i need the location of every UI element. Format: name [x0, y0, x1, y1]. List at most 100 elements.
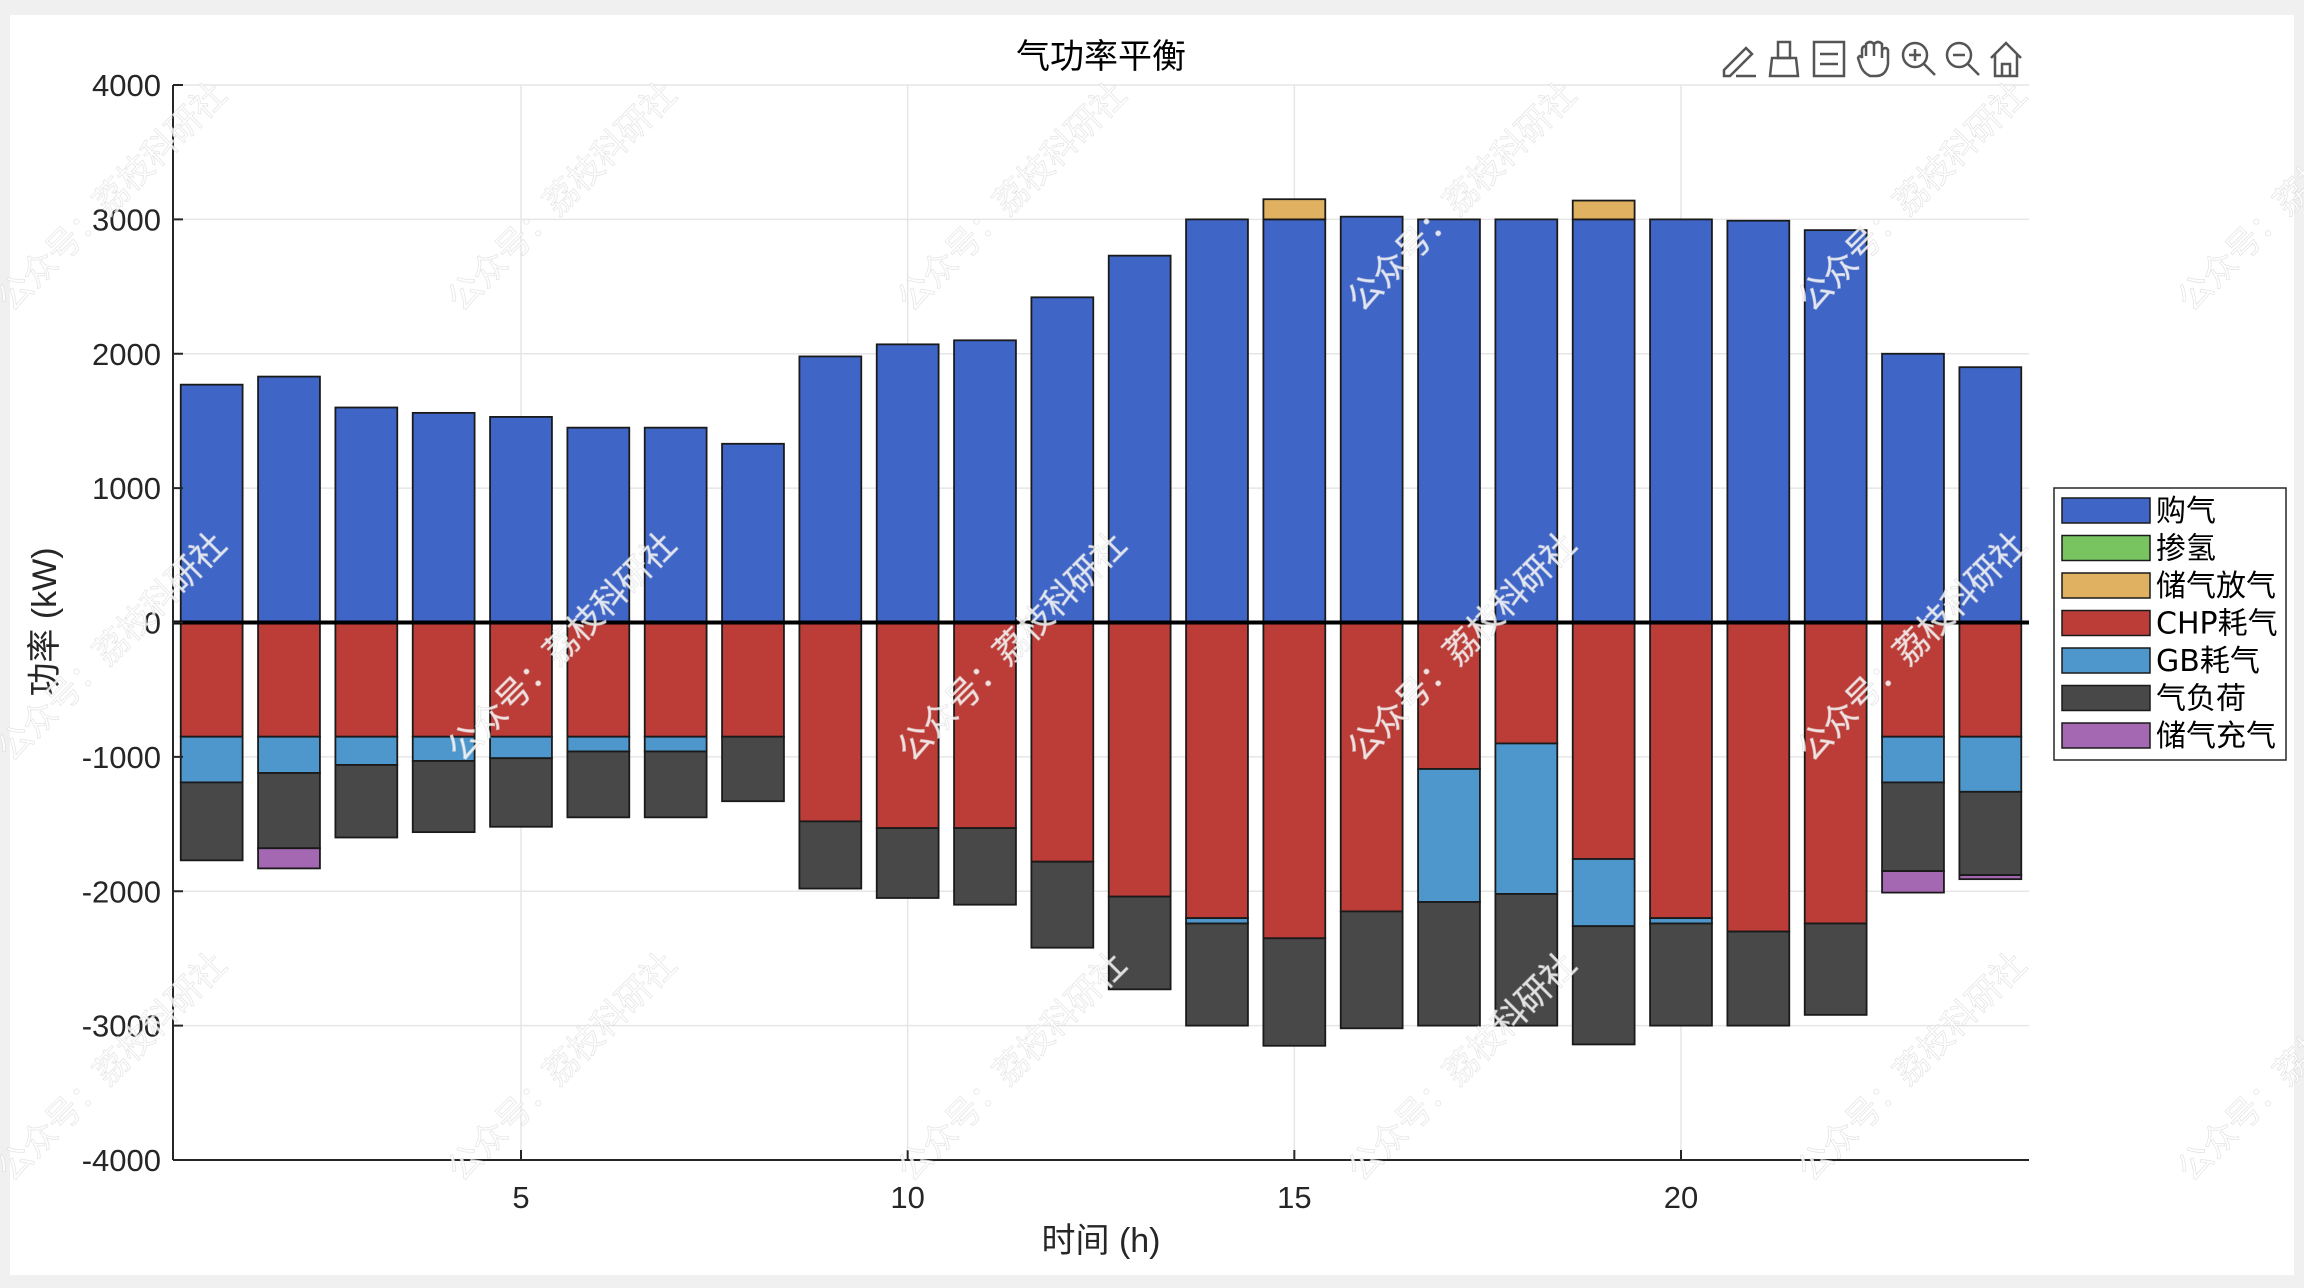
bar-购气-4	[411, 411, 476, 624]
bar-CHP耗气-2	[257, 621, 321, 738]
bar-CHP耗气-16	[1339, 621, 1404, 913]
watermark-text: 公众号：荔枝科研社	[2170, 945, 2304, 1190]
y-tick-label: 0	[144, 606, 161, 641]
bar-CHP耗气-14	[1185, 621, 1249, 920]
y-tick-labels: -4000 -3000 -2000 -1000 0 1000 2000 3000 4000	[82, 68, 161, 1178]
bar-气负荷-5	[489, 757, 553, 828]
bar-储气充气-2	[257, 847, 321, 870]
brush-icon[interactable]	[1768, 40, 1800, 78]
y-tick-label: 1000	[92, 471, 161, 506]
bar-气负荷-10	[875, 827, 940, 899]
bar-气负荷-21	[1726, 930, 1791, 1027]
bar-气负荷-15	[1262, 937, 1327, 1047]
bar-购气-11	[953, 339, 1017, 624]
bar-CHP耗气-6	[566, 621, 631, 738]
bar-气负荷-4	[411, 760, 476, 834]
bar-CHP耗气-8	[721, 621, 785, 738]
bar-CHP耗气-17	[1417, 621, 1481, 770]
bar-购气-22	[1803, 229, 1868, 624]
bar-气负荷-8	[721, 735, 785, 803]
zoom-in-icon[interactable]	[1901, 41, 1936, 76]
bar-储气放气-15	[1262, 198, 1327, 221]
y-tick-label: 4000	[92, 68, 161, 103]
home-icon[interactable]	[1990, 41, 2022, 78]
edit-icon[interactable]	[1722, 46, 1756, 78]
bar-气负荷-24	[1958, 790, 2023, 877]
bar-GB耗气-18	[1494, 742, 1559, 895]
axes-toolbar	[1722, 40, 2022, 78]
x-tick-labels: 5 10 15 20	[512, 1180, 1698, 1215]
bar-CHP耗气-21	[1726, 621, 1791, 933]
bar-气负荷-3	[334, 764, 399, 839]
bar-储气放气-19	[1571, 199, 1636, 221]
bar-购气-3	[334, 406, 399, 624]
axes-lines	[172, 84, 2029, 1161]
bar-购气-24	[1958, 366, 2023, 624]
bar-CHP耗气-13	[1107, 621, 1172, 898]
bar-CHP耗气-1	[179, 621, 244, 738]
bar-购气-18	[1494, 218, 1559, 624]
bar-气负荷-18	[1494, 893, 1559, 1027]
legend-swatch-气负荷	[2061, 684, 2151, 712]
bar-气负荷-6	[566, 750, 631, 819]
bar-GB耗气-24	[1958, 735, 2023, 793]
bar-储气充气-24	[1958, 874, 2023, 881]
legend-swatch-储气充气	[2061, 722, 2151, 749]
legend-label-气负荷: 气负荷	[2156, 682, 2246, 717]
bars-group	[179, 198, 2023, 1047]
bar-购气-13	[1107, 254, 1172, 624]
bar-GB耗气-17	[1417, 768, 1481, 903]
legend-swatch-购气	[2061, 497, 2151, 524]
bar-CHP耗气-10	[875, 621, 940, 829]
bar-CHP耗气-20	[1649, 621, 1713, 920]
bar-气负荷-16	[1339, 910, 1404, 1030]
y-tick-label: -3000	[82, 1009, 161, 1044]
bar-购气-8	[721, 442, 785, 624]
legend-label-储气放气: 储气放气	[2156, 569, 2276, 604]
bar-购气-2	[257, 375, 321, 624]
bar-CHP耗气-22	[1803, 621, 1868, 925]
bar-购气-1	[179, 383, 244, 624]
bar-气负荷-2	[257, 772, 321, 850]
y-tick-label: 2000	[92, 337, 161, 372]
pan-icon[interactable]	[1856, 40, 1890, 78]
y-tick-label: 3000	[92, 202, 161, 237]
datatip-icon[interactable]	[1812, 40, 1846, 78]
bar-气负荷-23	[1881, 781, 1945, 872]
legend-swatch-储气放气	[2061, 572, 2151, 599]
bar-气负荷-20	[1649, 922, 1713, 1027]
bar-CHP耗气-12	[1030, 621, 1095, 863]
x-axis-label: 时间 (h)	[1042, 1222, 1161, 1260]
legend-label-CHP耗气: CHP耗气	[2156, 607, 2278, 642]
bar-GB耗气-3	[334, 735, 399, 766]
bar-GB耗气-23	[1881, 735, 1945, 784]
bar-CHP耗气-9	[798, 621, 863, 823]
watermark-text: 公众号：荔枝科研社	[2170, 75, 2304, 320]
bar-气负荷-9	[798, 820, 863, 890]
bar-购气-5	[489, 416, 553, 624]
bar-购气-17	[1417, 218, 1481, 624]
bar-CHP耗气-24	[1958, 621, 2023, 738]
bar-气负荷-12	[1030, 860, 1095, 949]
bar-CHP耗气-15	[1262, 621, 1327, 940]
x-tick-label: 10	[890, 1180, 924, 1215]
legend-swatch-GB耗气	[2061, 647, 2151, 674]
bar-CHP耗气-3	[334, 621, 399, 738]
bar-购气-23	[1881, 352, 1945, 624]
bar-GB耗气-19	[1571, 858, 1636, 928]
legend-label-购气: 购气	[2156, 494, 2216, 529]
x-tick-label: 20	[1664, 1180, 1698, 1215]
bar-气负荷-11	[953, 827, 1017, 906]
bar-气负荷-17	[1417, 901, 1481, 1027]
legend-label-掺氢: 掺氢	[2156, 532, 2216, 567]
bar-CHP耗气-19	[1571, 621, 1636, 860]
bar-气负荷-13	[1107, 895, 1172, 991]
y-tick-label: -1000	[82, 740, 161, 775]
legend-swatch-掺氢	[2061, 534, 2151, 562]
zoom-out-icon[interactable]	[1945, 41, 1980, 76]
bar-CHP耗气-4	[411, 621, 476, 738]
x-tick-label: 15	[1277, 1180, 1311, 1215]
